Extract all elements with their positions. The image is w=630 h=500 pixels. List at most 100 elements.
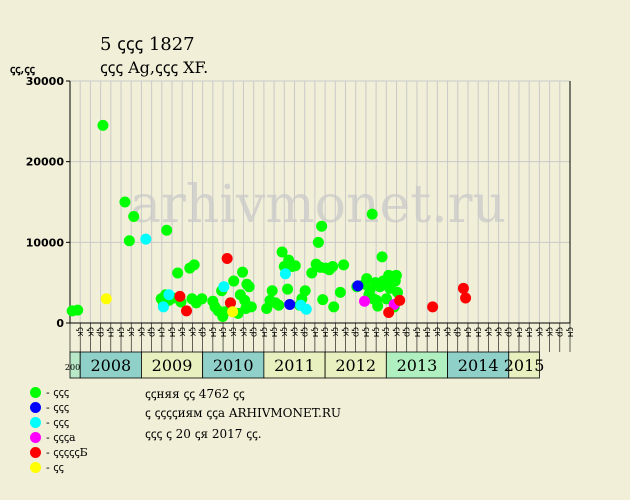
legend-label: - ꞔꞔꞔa xyxy=(46,431,76,444)
year-band-cell xyxy=(385,351,448,379)
data-point-green xyxy=(380,293,392,305)
data-point-green xyxy=(97,119,109,131)
y-tick-label: 10000 xyxy=(26,236,65,249)
legend-label: - ꞔꞔꞔ xyxy=(46,416,70,429)
legend-item-blue: - ꞔꞔꞔ xyxy=(30,400,88,415)
legend-label: - ꞔꞔ xyxy=(46,461,64,474)
data-point-cyan xyxy=(157,301,169,313)
year-label: 2008 xyxy=(90,356,131,375)
data-point-green xyxy=(361,273,373,285)
y-tick-label: 20000 xyxy=(26,156,65,169)
data-point-green xyxy=(188,259,200,271)
year-label: 2010 xyxy=(213,356,254,375)
legend-swatch-cyan xyxy=(30,417,41,428)
legend-label: - ꞔꞔꞔꞔꞔБ xyxy=(46,446,88,459)
year-label: 2013 xyxy=(397,356,438,375)
data-point-green xyxy=(376,251,388,263)
legend-label: - ꞔꞔꞔ xyxy=(46,401,70,414)
data-point-red xyxy=(224,297,236,309)
data-point-green xyxy=(266,285,278,297)
legend-swatch-blue xyxy=(30,402,41,413)
year-band-cell xyxy=(324,351,387,379)
data-point-cyan xyxy=(163,289,175,301)
chart-subtitle: ꞔꞔꞔ Ag,ꞔꞔꞔ XF. xyxy=(100,58,209,77)
y-axis-unit-label: ꞔꞔ,ꞔꞔ xyxy=(10,63,35,76)
data-point-green xyxy=(228,275,240,287)
year-band-cell xyxy=(447,351,510,379)
data-point-green xyxy=(128,211,140,223)
legend-item-red: - ꞔꞔꞔꞔꞔБ xyxy=(30,445,88,460)
year-label: 2012 xyxy=(335,356,376,375)
data-point-green xyxy=(282,283,294,295)
year-band-cell xyxy=(508,351,540,379)
legend-swatch-magenta xyxy=(30,432,41,443)
year-label: 2015 xyxy=(504,356,545,375)
legend-item-green: - ꞔꞔꞔ xyxy=(30,385,88,400)
data-point-green xyxy=(161,224,173,236)
data-point-green xyxy=(372,300,384,312)
data-point-green xyxy=(245,301,257,313)
data-point-yellow xyxy=(227,306,239,318)
data-point-green xyxy=(306,267,318,279)
data-point-red xyxy=(180,305,192,317)
data-point-cyan xyxy=(300,303,312,315)
y-tick-label: 30000 xyxy=(26,75,65,88)
data-point-green xyxy=(338,259,350,271)
year-band-cell xyxy=(202,351,265,379)
year-label: 2011 xyxy=(274,356,315,375)
data-point-green xyxy=(317,294,329,306)
data-point-green xyxy=(334,286,346,298)
data-point-green xyxy=(328,301,340,313)
data-point-red xyxy=(174,290,186,302)
average-price-note: ꞔꞔняя ꞔꞔ 4762 ꞔꞔ xyxy=(145,387,245,401)
data-point-green xyxy=(312,236,324,248)
data-point-green xyxy=(366,208,378,220)
data-point-green xyxy=(390,269,402,281)
plot-area xyxy=(70,81,570,323)
legend-swatch-red xyxy=(30,447,41,458)
legend-swatch-yellow xyxy=(30,462,41,473)
data-point-red xyxy=(221,252,233,264)
data-point-red xyxy=(383,307,395,319)
data-point-green xyxy=(316,220,328,232)
data-point-red xyxy=(457,282,469,294)
data-point-green xyxy=(299,285,311,297)
year-label: 2009 xyxy=(152,356,193,375)
data-point-green xyxy=(384,282,396,294)
data-point-green xyxy=(172,267,184,279)
data-point-green xyxy=(289,260,301,272)
data-point-green xyxy=(243,281,255,293)
data-point-cyan xyxy=(279,268,291,280)
data-point-blue xyxy=(352,280,364,292)
data-point-green xyxy=(276,246,288,258)
legend-item-magenta: - ꞔꞔꞔa xyxy=(30,430,88,445)
data-point-magenta xyxy=(359,295,371,307)
legend-swatch-green xyxy=(30,387,41,398)
data-point-green xyxy=(273,299,285,311)
data-point-cyan xyxy=(218,281,230,293)
data-point-blue xyxy=(284,298,296,310)
data-point-green xyxy=(72,304,84,316)
data-point-red xyxy=(394,294,406,306)
date-note: ꞔꞔꞔ ꞔ 20 ꞔя 2017 ꞔꞔ. xyxy=(145,427,262,441)
y-tick-label: 0 xyxy=(56,317,64,330)
year-band-cell xyxy=(79,351,142,379)
data-point-green xyxy=(123,235,135,247)
data-point-cyan xyxy=(140,233,152,245)
legend: - ꞔꞔꞔ - ꞔꞔꞔ - ꞔꞔꞔ - ꞔꞔꞔa - ꞔꞔꞔꞔꞔБ - ꞔꞔ xyxy=(30,385,88,475)
legend-item-yellow: - ꞔꞔ xyxy=(30,460,88,475)
data-point-red xyxy=(427,301,439,313)
year-band-cell xyxy=(263,351,326,379)
data-point-green xyxy=(327,261,339,273)
data-point-green xyxy=(237,266,249,278)
data-point-yellow xyxy=(100,293,112,305)
data-point-green xyxy=(219,306,231,318)
chart-title: 5 ꞔꞔꞔ 1827 xyxy=(100,34,195,55)
legend-label: - ꞔꞔꞔ xyxy=(46,386,70,399)
source-note: ꞔ ꞔꞔꞔꞔиям ꞔꞔa ARHIVMONET.RU xyxy=(145,406,341,420)
legend-item-cyan: - ꞔꞔꞔ xyxy=(30,415,88,430)
year-label: 2014 xyxy=(458,356,499,375)
data-point-green xyxy=(119,196,131,208)
data-point-red xyxy=(460,292,472,304)
